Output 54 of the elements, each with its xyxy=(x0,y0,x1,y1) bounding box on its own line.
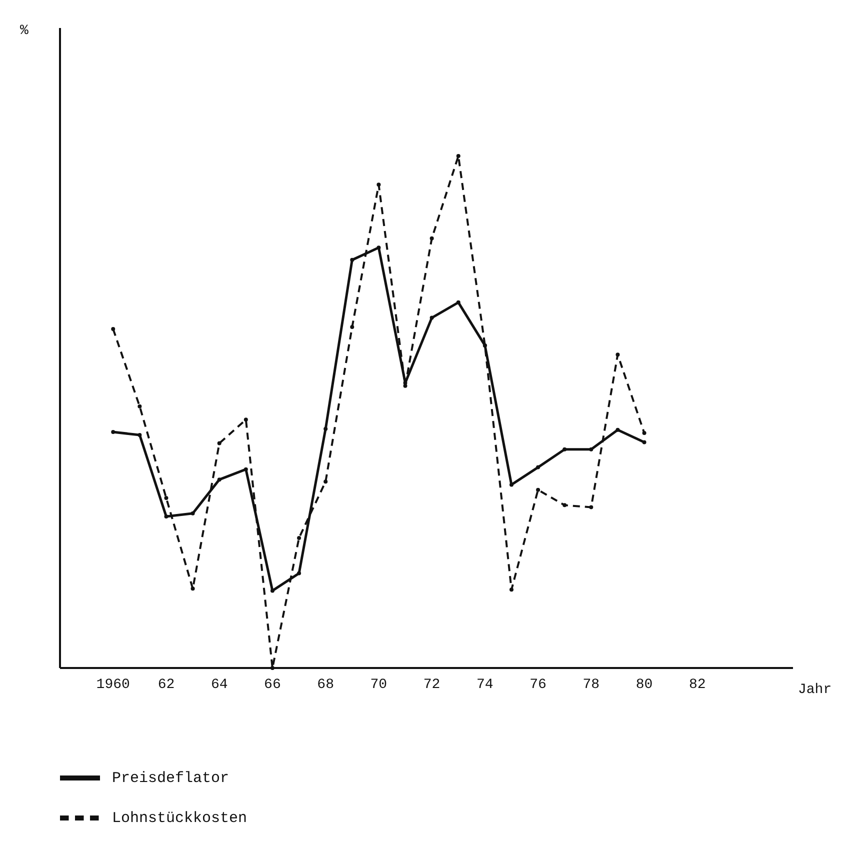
point xyxy=(536,488,540,492)
point xyxy=(217,478,222,482)
point xyxy=(111,430,116,434)
point xyxy=(324,426,328,431)
x-tick-label: 1960 xyxy=(96,676,130,693)
point xyxy=(509,588,514,592)
point xyxy=(616,352,620,357)
point xyxy=(562,447,567,452)
x-tick-label: 78 xyxy=(582,676,600,693)
point xyxy=(244,418,248,422)
point xyxy=(138,433,142,438)
point xyxy=(509,482,514,487)
point xyxy=(270,588,274,593)
point xyxy=(642,440,646,444)
point xyxy=(616,428,620,432)
point xyxy=(190,511,195,516)
x-tick-label: 66 xyxy=(264,676,281,693)
x-tick-label: 76 xyxy=(530,676,546,693)
point xyxy=(164,514,168,518)
point xyxy=(430,236,434,240)
point xyxy=(217,441,222,446)
point xyxy=(138,404,142,408)
point xyxy=(350,258,354,262)
point xyxy=(562,503,567,508)
point xyxy=(111,327,116,332)
x-tick-label: 74 xyxy=(476,676,494,693)
point xyxy=(350,325,354,330)
x-tick-label: 64 xyxy=(210,676,228,693)
point xyxy=(456,154,460,158)
point xyxy=(190,586,195,591)
point xyxy=(456,300,460,304)
point xyxy=(297,536,302,540)
point xyxy=(324,480,328,484)
point xyxy=(403,384,408,388)
point xyxy=(430,316,434,320)
legend-label: Preisdeflator xyxy=(112,770,230,787)
point xyxy=(376,182,381,187)
x-tick-label: 82 xyxy=(688,676,706,693)
point xyxy=(297,571,302,576)
point xyxy=(244,467,248,472)
point xyxy=(536,465,540,470)
x-tick-label: 80 xyxy=(636,676,653,693)
x-tick-label: 72 xyxy=(423,676,440,693)
legend-label: Lohnstückkosten xyxy=(112,810,248,827)
point xyxy=(376,246,381,250)
x-tick-label: 70 xyxy=(370,676,388,693)
x-tick-label: 68 xyxy=(317,676,334,693)
point xyxy=(642,430,646,435)
x-axis-title: Jahr xyxy=(798,682,832,698)
point xyxy=(589,447,594,452)
point xyxy=(589,505,594,510)
point xyxy=(164,496,168,500)
x-tick-label: 62 xyxy=(158,676,175,693)
text: % xyxy=(20,23,29,39)
